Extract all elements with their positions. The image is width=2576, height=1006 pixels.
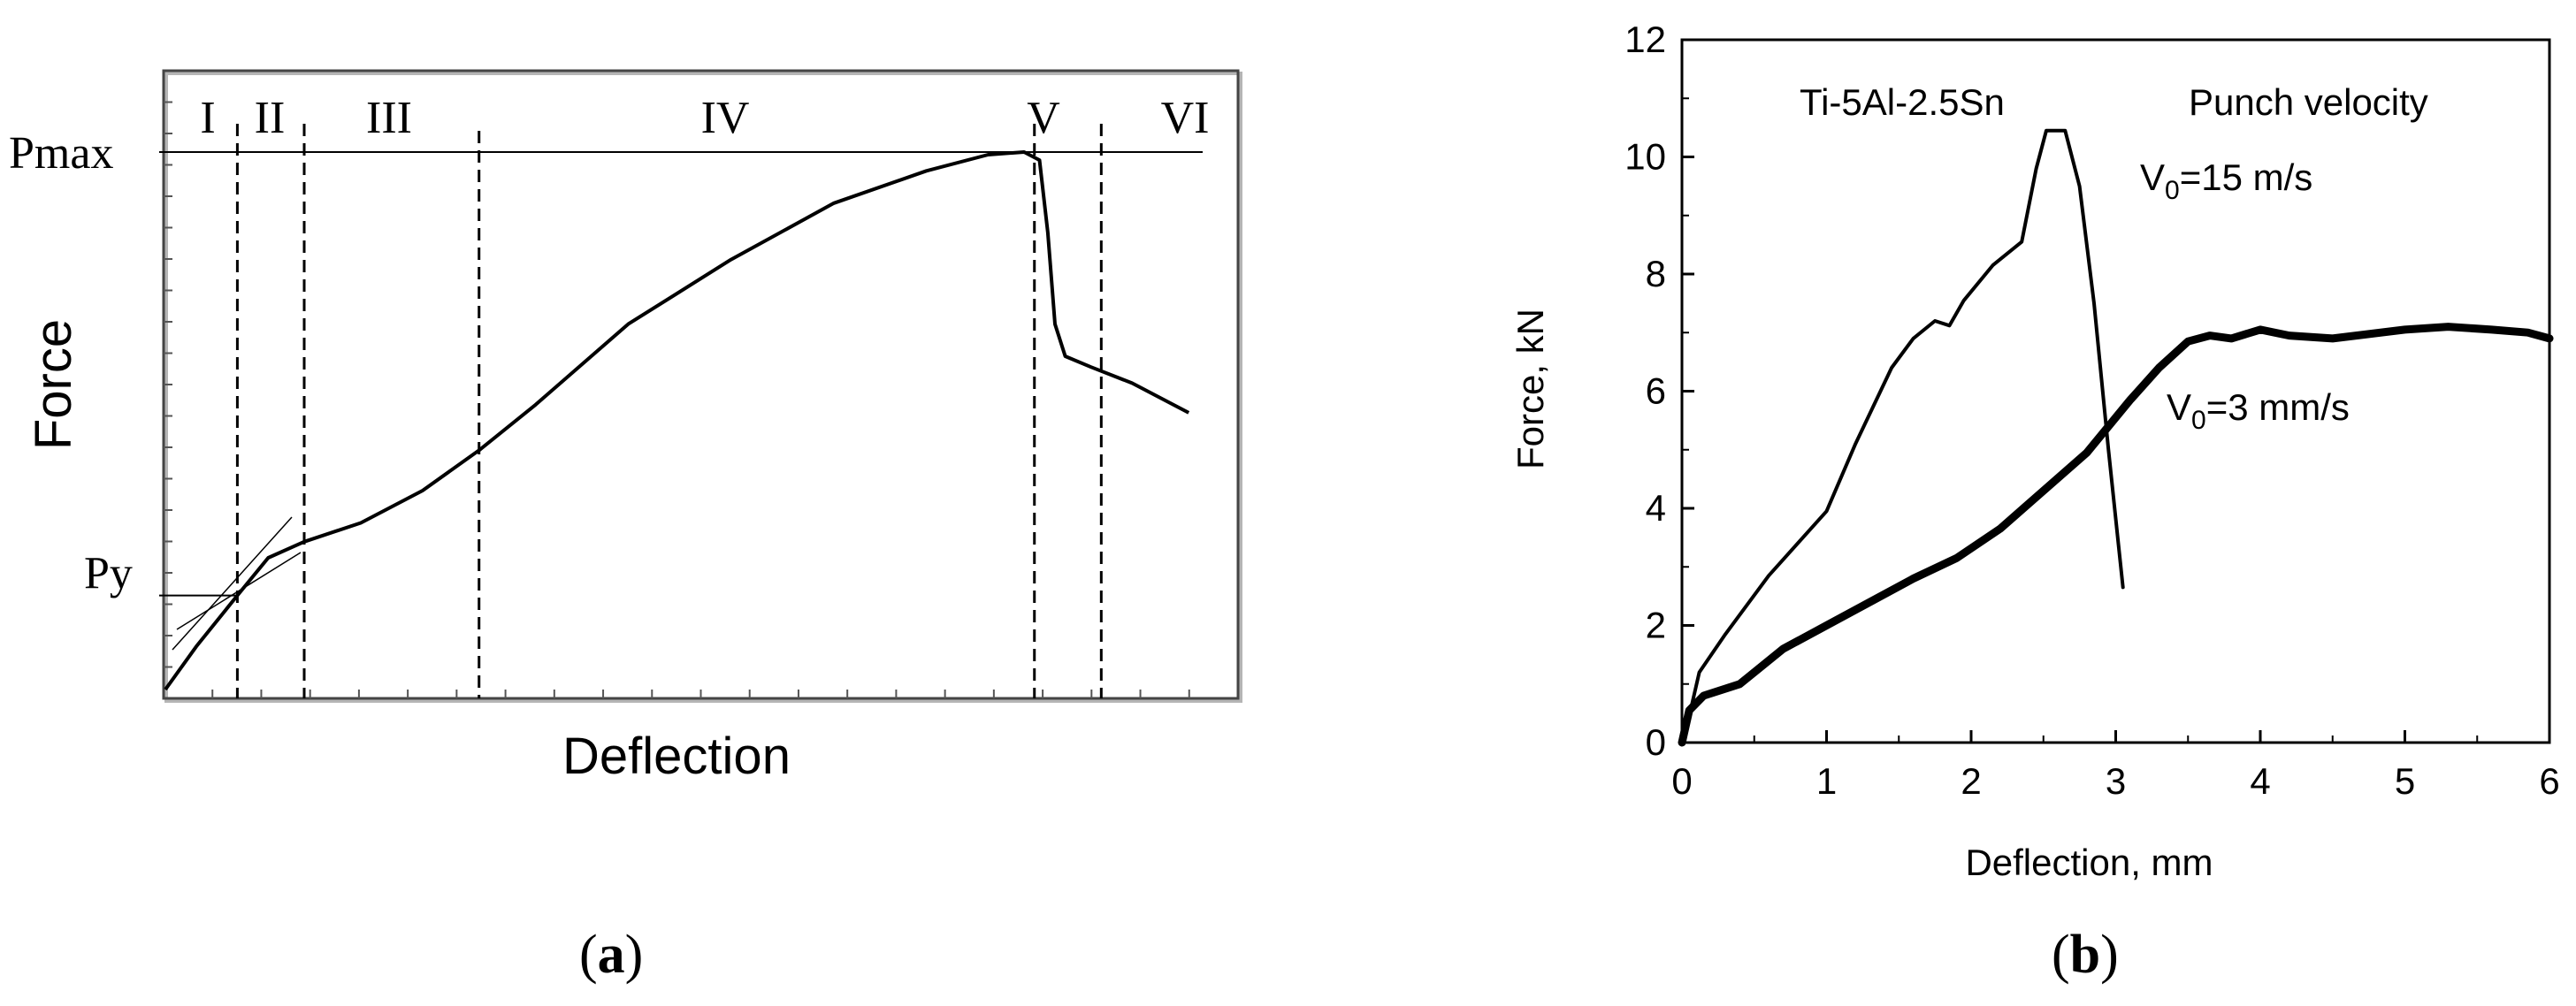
- region-label-II: II: [255, 93, 286, 143]
- tangent-line-elastic: [172, 516, 293, 651]
- plot-frame: [162, 69, 1240, 700]
- force-deflection-curve: [164, 150, 1190, 691]
- y-axis-label: Force, kN: [1510, 309, 1551, 469]
- x-tick-label: 0: [1671, 760, 1692, 802]
- region-label-VI: VI: [1161, 93, 1210, 143]
- x-tick-label: 6: [2539, 760, 2559, 802]
- x-tick-label: 3: [2106, 760, 2126, 802]
- region-label-III: III: [366, 93, 412, 143]
- frame-shadow: [164, 72, 1242, 703]
- series-label-15ms: V0=15 m/s: [2140, 156, 2312, 205]
- y-tick-label: 10: [1624, 136, 1666, 178]
- x-tick-label: 4: [2250, 760, 2270, 802]
- caption-b: (b): [2052, 925, 2119, 985]
- y-tick-label: 0: [1646, 721, 1666, 763]
- series-line-3mms: [1678, 323, 2554, 747]
- x-axis-label: Deflection, mm: [1965, 842, 2213, 883]
- x-axis-label: Deflection: [562, 728, 791, 785]
- x-tick-label: 2: [1961, 760, 1981, 802]
- y-tick-label: 4: [1646, 487, 1666, 529]
- annotation-material: Ti-5Al-2.5Sn: [1800, 81, 2005, 123]
- region-label-IV: IV: [701, 93, 750, 143]
- series-label-3mms: V0=3 mm/s: [2167, 386, 2350, 435]
- py-label: Py: [84, 549, 133, 599]
- region-label-I: I: [200, 93, 215, 143]
- y-axis-label: Force: [25, 319, 82, 450]
- x-tick-label: 5: [2395, 760, 2415, 802]
- region-label-V: V: [1027, 93, 1060, 143]
- x-tick-label: 1: [1816, 760, 1837, 802]
- series-line-15ms: [1680, 128, 2125, 744]
- y-tick-label: 6: [1646, 370, 1666, 412]
- y-tick-label: 12: [1624, 19, 1666, 60]
- y-tick-label: 8: [1646, 253, 1666, 294]
- annotation-punch-velocity: Punch velocity: [2189, 81, 2428, 123]
- pmax-label: Pmax: [9, 128, 113, 179]
- y-tick-label: 2: [1646, 605, 1666, 646]
- caption-a: (a): [579, 925, 644, 985]
